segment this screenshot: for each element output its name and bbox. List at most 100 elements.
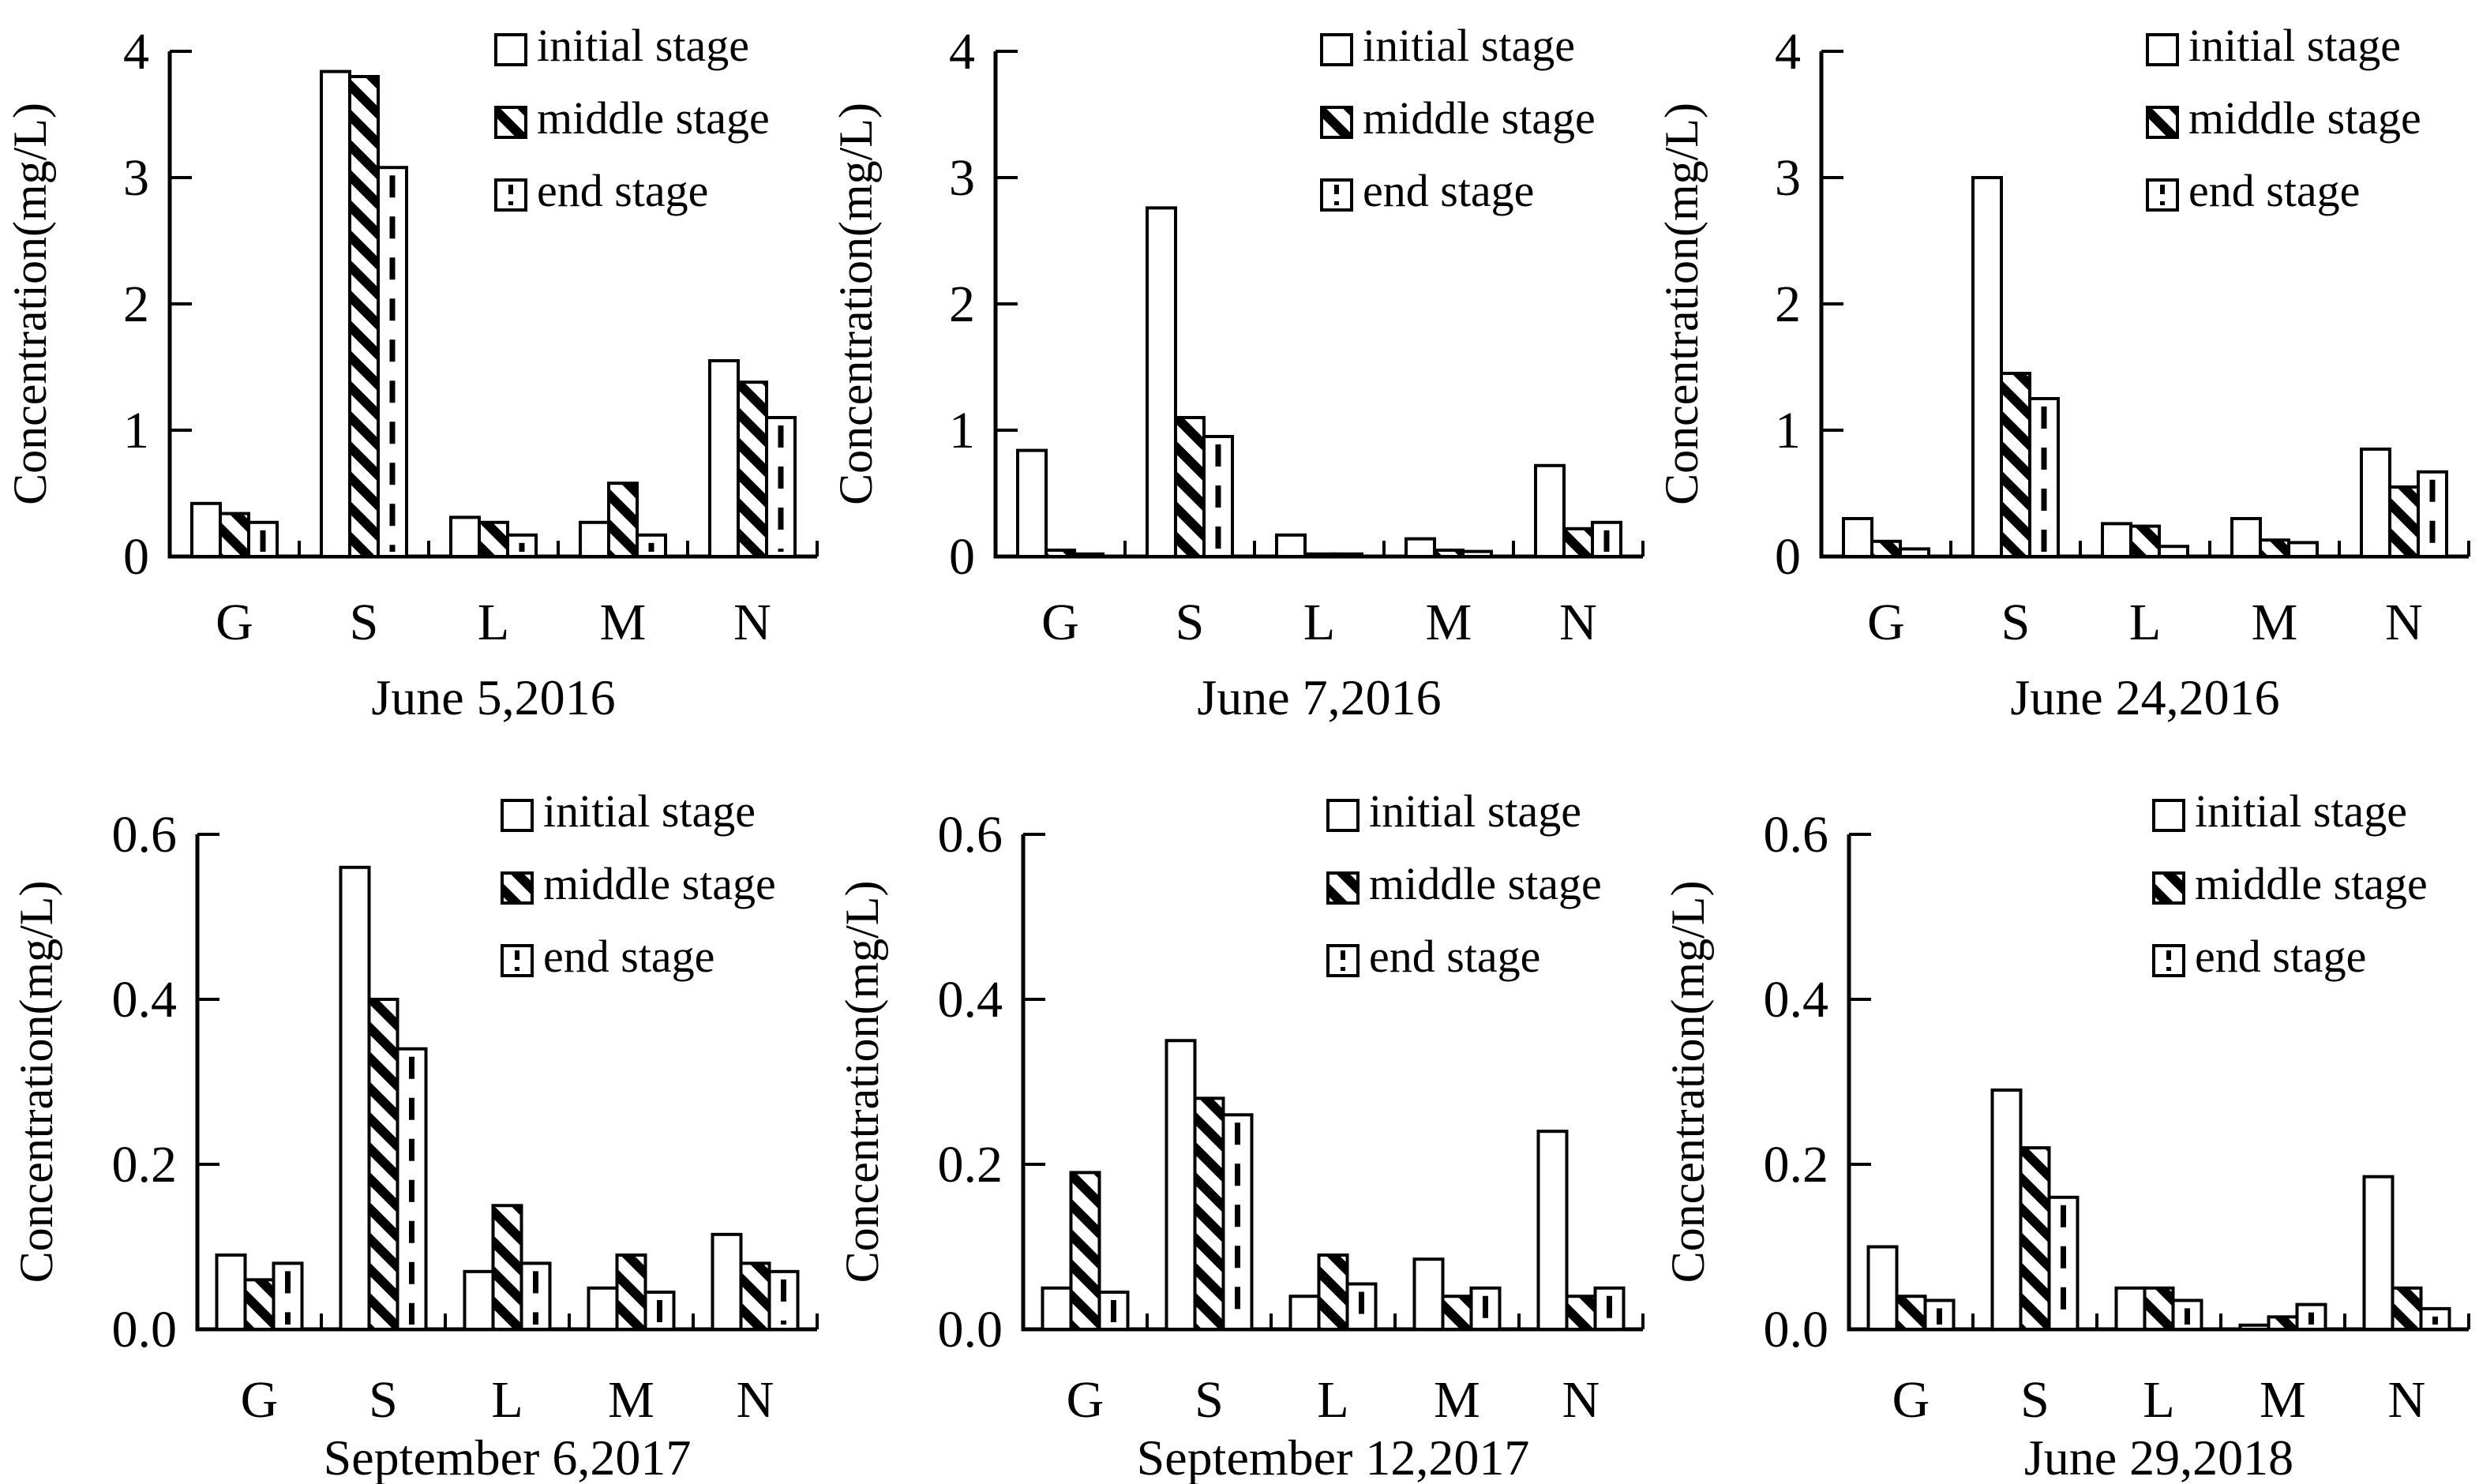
y-axis-title: Concentration(mg/L)	[830, 103, 882, 505]
category-label: M	[1434, 1371, 1480, 1429]
y-tick-label: 0.4	[112, 971, 178, 1029]
category-label: G	[1067, 1371, 1104, 1429]
bar-middle-L	[2143, 1286, 2175, 1331]
legend-swatch-middle-icon	[2152, 871, 2185, 905]
bar-middle-L	[1303, 552, 1335, 558]
bar-middle-N	[2391, 1286, 2423, 1331]
bar-middle-G	[1895, 1295, 1927, 1332]
bar-middle-N	[2388, 485, 2420, 558]
legend-swatch-initial-icon	[2146, 33, 2179, 66]
legend-label: initial stage	[543, 785, 756, 837]
bar-middle-L	[491, 1204, 523, 1331]
bar-end-G	[1073, 552, 1104, 558]
y-tick-label: 0.0	[938, 1301, 1003, 1358]
category-label: S	[369, 1371, 398, 1429]
category-label: G	[216, 594, 253, 651]
bar-middle-M	[2267, 1315, 2299, 1332]
bar-middle-L	[2129, 524, 2161, 558]
y-tick-label: 0	[123, 528, 149, 586]
category-label: S	[2020, 1371, 2050, 1429]
category-label: N	[737, 1371, 774, 1429]
category-label: M	[1426, 594, 1472, 651]
legend-label: end stage	[2195, 931, 2366, 982]
chart-canvas: 0 1 2 3 4 G S L M N Concentration(mg/L) June 7,2016…	[830, 20, 1645, 725]
y-tick-label: 0.2	[938, 1136, 1003, 1194]
bar-middle-S	[367, 998, 399, 1331]
bar-middle-M	[615, 1253, 647, 1332]
legend-label: initial stage	[1363, 20, 1575, 71]
chart-caption: June 5,2016	[371, 669, 615, 725]
bar-initial-G	[190, 501, 222, 558]
bar-middle-G	[219, 512, 250, 558]
legend-swatch-initial-icon	[494, 33, 527, 66]
bar-middle-N	[739, 1261, 771, 1332]
y-tick-label: 4	[1775, 23, 1801, 81]
bar-initial-S	[1971, 176, 2003, 558]
bar-middle-N	[737, 380, 768, 559]
bar-middle-S	[2000, 372, 2031, 558]
chart-canvas: 0 1 2 3 4 G S L M N Concentration(mg/L) June 24,201…	[1656, 20, 2470, 725]
bar-initial-L	[463, 1269, 495, 1331]
category-label: N	[1562, 1371, 1600, 1429]
legend-label: initial stage	[1369, 785, 1581, 837]
y-tick-label: 0.6	[112, 806, 178, 864]
category-label: L	[1317, 1371, 1348, 1429]
legend-label: end stage	[1369, 931, 1540, 982]
legend-swatch-initial-icon	[1326, 799, 1360, 832]
bar-middle-L	[1317, 1253, 1349, 1332]
category-label: G	[1892, 1371, 1930, 1429]
y-tick-label: 1	[123, 402, 149, 459]
chart-june-5-2016: 0 1 2 3 4 G S L M N Concentration(mg/L) June 5,2016…	[0, 0, 826, 742]
bar-initial-G	[1842, 517, 1873, 558]
y-tick-label: 0.4	[938, 971, 1003, 1029]
bar-initial-N	[711, 1232, 743, 1332]
bar-initial-N	[2360, 448, 2391, 558]
category-label: L	[478, 594, 509, 651]
y-tick-label: 3	[123, 149, 149, 207]
category-label: M	[2260, 1371, 2306, 1429]
y-axis-title: Concentration(mg/L)	[4, 103, 56, 505]
bar-initial-S	[320, 69, 351, 559]
y-axis-title: Concentration(mg/L)	[1662, 881, 1714, 1284]
legend-swatch-initial-icon	[2152, 799, 2185, 832]
bar-initial-N	[708, 359, 740, 558]
bar-middle-S	[2019, 1146, 2051, 1331]
category-label: S	[1194, 1371, 1224, 1429]
category-label: S	[2001, 594, 2031, 651]
y-tick-label: 0.0	[1764, 1301, 1829, 1358]
bar-end-L	[2158, 545, 2189, 559]
bar-middle-M	[607, 482, 639, 559]
legend-swatch-initial-icon	[1320, 33, 1353, 66]
y-tick-label: 0	[949, 528, 975, 586]
legend-label: middle stage	[537, 92, 770, 144]
category-label: L	[2129, 594, 2161, 651]
y-tick-label: 4	[123, 23, 149, 81]
legend-label: end stage	[537, 165, 708, 216]
category-label: G	[1867, 594, 1905, 651]
bar-middle-L	[478, 520, 509, 558]
chart-caption: June 7,2016	[1197, 669, 1441, 725]
bar-end-G	[272, 1261, 304, 1332]
legend-swatch-end-icon	[494, 178, 527, 212]
bar-initial-L	[2101, 522, 2132, 559]
y-axis-title: Concentration(mg/L)	[1656, 103, 1708, 505]
bar-initial-M	[587, 1286, 619, 1331]
legend-swatch-middle-icon	[501, 871, 534, 905]
y-tick-label: 0.2	[112, 1136, 178, 1194]
chart-june-29-2018: 0.0 0.2 0.4 0.6 G S L M N Concentration(mg/L) June…	[1652, 742, 2477, 1484]
y-tick-label: 1	[1775, 402, 1801, 459]
category-label: N	[733, 594, 771, 651]
y-tick-label: 0.4	[1764, 971, 1829, 1029]
y-tick-label: 1	[949, 402, 975, 459]
bar-middle-S	[348, 75, 380, 558]
legend-swatch-end-icon	[1320, 178, 1353, 212]
y-axis-title: Concentration(mg/L)	[836, 881, 888, 1284]
legend-swatch-middle-icon	[1326, 871, 1360, 905]
legend-swatch-middle-icon	[494, 106, 527, 139]
chart-caption: September 12,2017	[1137, 1430, 1530, 1484]
bar-end-M	[2287, 541, 2319, 559]
legend-swatch-end-icon	[2152, 944, 2185, 977]
legend-label: middle stage	[543, 858, 776, 909]
chart-june-7-2016: 0 1 2 3 4 G S L M N Concentration(mg/L) June 7,2016…	[826, 0, 1652, 742]
